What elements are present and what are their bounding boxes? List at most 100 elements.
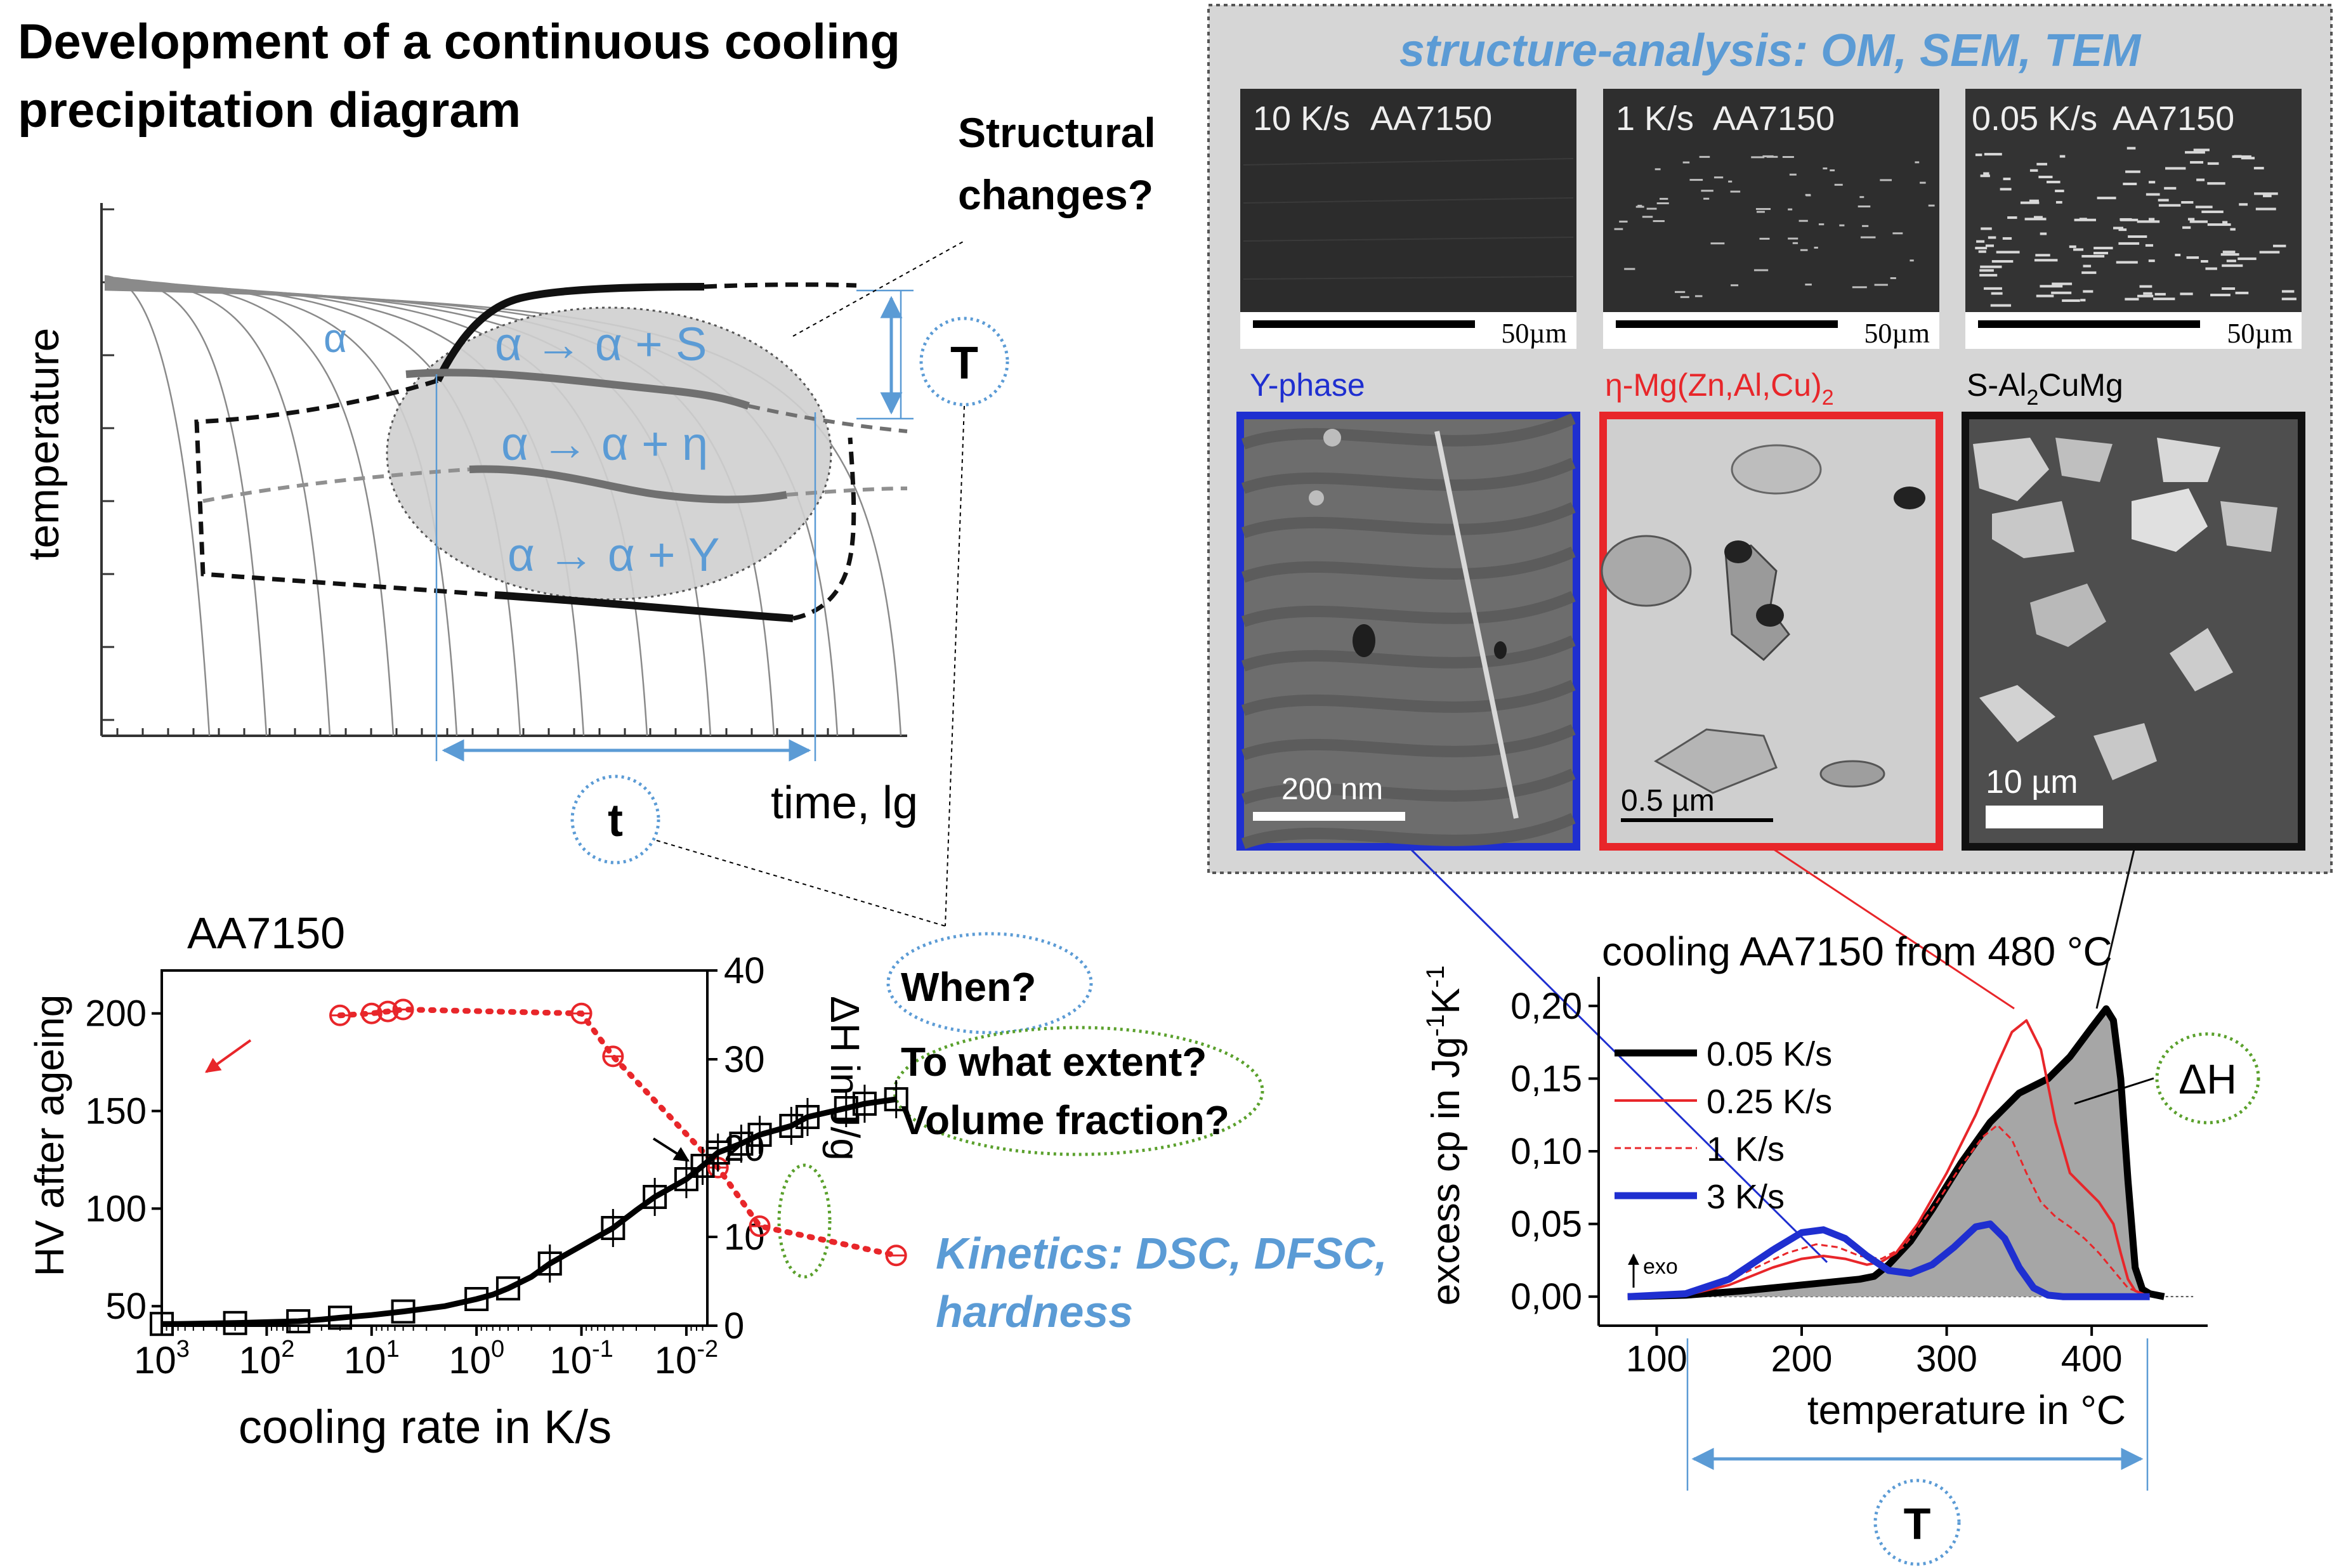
om-precipitate [2139,285,2152,288]
ccp-reaction-eta: α → α + η [501,417,708,470]
dsc-dh-area [1627,1009,2165,1297]
precipitation-ellipse [386,306,832,601]
om-precipitate [2165,167,2186,170]
om-precipitate [1713,176,1724,179]
hardness-chart: AA7150 HV after ageing cooling rate in K… [27,908,908,1453]
om-precipitate [2207,162,2219,165]
om-precipitate [2074,218,2096,221]
om-precipitate [1988,236,1996,239]
om-precipitate [1857,205,1871,207]
om-precipitate [1978,250,1986,253]
om-precipitate [2210,294,2231,297]
hv-x-tick-label: 10-2 [655,1336,719,1382]
om-precipitate [1728,180,1733,183]
y-phase-texture [1241,813,1576,849]
om-precipitate [1834,183,1843,186]
om-precipitate [2222,221,2228,224]
om-precipitate [2059,155,2066,158]
hv-black-point [150,1312,174,1336]
om-precipitate [2190,160,2204,164]
y-phase-image: 200 nm [1236,412,1580,851]
question-when: When? [901,964,1036,1010]
om-precipitate [2149,218,2155,221]
om-precipitate [1646,207,1657,210]
om-precipitate [1759,237,1770,240]
om-precipitate [1753,269,1769,271]
eta-phase-label-main: η-Mg(Zn,Al,Cu) [1605,367,1822,403]
hv-x-tick-exp: 0 [491,1336,504,1362]
s-phase-scale: 10 µm [1986,764,2078,800]
om-precipitate [2187,218,2195,221]
om-precipitate [1805,284,1812,286]
om-image-10-scale: 50µm [1501,318,1567,349]
hv-x-tick-exp: 2 [281,1336,294,1362]
om-precipitate [2069,245,2076,248]
ccp-cooling-curve [104,275,211,736]
hv-black-point [286,1309,311,1333]
dsc-ylabel-mid: K [1424,988,1468,1014]
om-image-1-scalebar [1616,320,1838,328]
om-precipitate [2036,294,2054,297]
y-phase-label: Y-phase [1250,367,1365,403]
om-precipitate [2052,282,2073,285]
question-volume: Volume fraction? [901,1097,1229,1143]
s-phase-solidus [405,369,750,410]
om-precipitate [1614,228,1623,230]
hv-x-tick-label: 100 [449,1336,504,1382]
kinetics-line-1: Kinetics: DSC, DFSC, [936,1229,1387,1278]
T-bubble-bottom [1873,1479,1961,1566]
om-precipitate [1782,155,1794,158]
T-bubble-bottom-label: T [1904,1499,1931,1548]
om-precipitate [2033,216,2043,219]
om-precipitate [2081,254,2105,258]
om-precipitate [2093,252,2109,255]
om-precipitate [1860,236,1876,238]
hv-x-tick-label: 101 [344,1336,400,1382]
om-image-10: 10 K/s AA7150 50µm [1240,89,1576,349]
om-precipitate [2097,197,2116,200]
dsc-chart: cooling AA7150 from 480 °C excess cp in … [1422,929,2260,1566]
eta-phase-scale: 0.5 µm [1621,784,1715,818]
dsc-x-axis-label: temperature in °C [1807,1387,2126,1433]
om-precipitate [2083,265,2092,268]
om-image-005-scale: 50µm [2227,318,2293,349]
om-precipitate [2118,228,2127,232]
s-phase-scalebar [1986,806,2103,828]
T-to-when-line [945,405,965,927]
hv-x-tick-base: 10 [344,1339,386,1382]
callout-line [792,240,965,337]
om-precipitate [1975,154,1982,157]
om-precipitate [2047,180,2061,183]
om-precipitate [1756,211,1765,213]
kinetics-line-2: hardness [936,1287,1133,1336]
om-precipitate [1637,204,1642,207]
hv-black-point [495,1276,520,1301]
hv-x-tick-base: 10 [134,1339,176,1382]
t-bubble-label: t [608,795,623,846]
om-precipitate [2029,169,2038,172]
extent-bubble [893,1026,1264,1156]
y-phase-texture [1241,724,1576,761]
om-precipitate [2020,201,2040,204]
om-precipitate [1680,296,1689,298]
hv-black-point [464,1287,489,1311]
om-precipitate [2137,220,2160,223]
om-image-10-scalebar [1253,320,1475,328]
om-precipitate [1975,247,1988,250]
dsc-x-tick-label: 400 [2061,1338,2123,1380]
dsc-ylabel-sup1: -1 [1422,1014,1450,1037]
T-bubble-top [919,317,1009,407]
om-precipitate [1701,190,1713,192]
om-precipitate [2154,292,2166,296]
y-phase-boundary-dashed [792,437,856,621]
hv-black-point [391,1299,416,1324]
om-precipitate [1991,260,2014,263]
s-phase-label: S-Al2CuMg [1967,367,2123,410]
ccp-axis-ticks [102,208,855,736]
om-precipitate [1823,167,1828,170]
eta-phase-label-sub: 2 [1822,386,1834,410]
om-precipitate [2148,259,2155,263]
y-phase-texture [1241,502,1576,539]
om-precipitate [1654,168,1661,171]
hv-x-tick-label: 103 [134,1336,190,1382]
